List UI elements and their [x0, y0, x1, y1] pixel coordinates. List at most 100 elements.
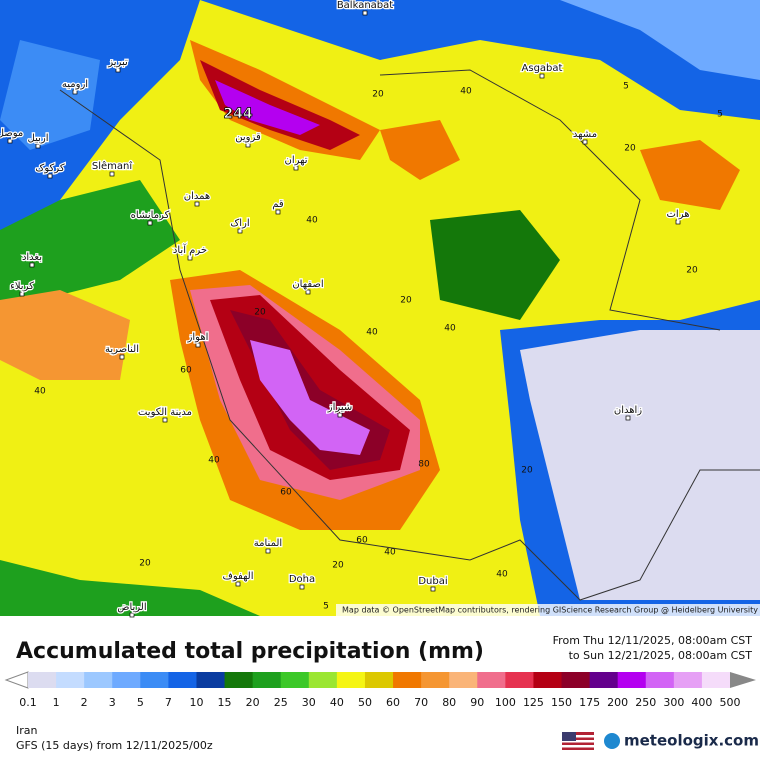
city-dot — [293, 165, 299, 171]
city-dot — [109, 171, 115, 177]
legend-tick-label: 7 — [165, 696, 172, 709]
legend-tick-label: 175 — [579, 696, 600, 709]
city-dot — [147, 220, 153, 226]
contour-label: 40 — [208, 456, 220, 466]
city-dot — [582, 139, 588, 145]
city-dot — [430, 586, 436, 592]
legend-tick-label: 5 — [137, 696, 144, 709]
rain-area — [215, 80, 320, 135]
legend-tick-label: 90 — [470, 696, 484, 709]
city-dot — [237, 228, 243, 234]
rain-area — [200, 0, 760, 120]
legend-tick-label: 500 — [720, 696, 741, 709]
city-dot — [539, 73, 545, 79]
contour-label: 5 — [623, 82, 629, 92]
contour-label: 5 — [717, 110, 723, 120]
city-label: تبریز — [107, 57, 128, 68]
city-label: زاهدان — [614, 405, 642, 416]
legend-tick-label: 125 — [523, 696, 544, 709]
city-label: موصل — [0, 128, 23, 139]
legend-swatch — [533, 672, 563, 688]
legend-tick-label: 30 — [302, 696, 316, 709]
legend-swatch — [28, 672, 57, 688]
region: Iran — [16, 724, 38, 737]
rain-area — [0, 290, 130, 380]
contour-label: 40 — [444, 324, 456, 334]
city-dot — [337, 412, 343, 418]
legend-swatch — [196, 672, 226, 688]
legend-tick-label: 3 — [109, 696, 116, 709]
city-label: اهواز — [187, 332, 209, 343]
legend-tick-label: 300 — [663, 696, 684, 709]
legend-tick-label: 200 — [607, 696, 628, 709]
rain-area — [0, 180, 180, 300]
contour-label: 20 — [624, 144, 636, 154]
legend-swatch — [56, 672, 85, 688]
legend-swatch — [112, 672, 141, 688]
legend-tick-label: 50 — [358, 696, 372, 709]
legend-swatch — [393, 672, 422, 688]
legend-tick-label: 60 — [386, 696, 400, 709]
city-dot — [265, 548, 271, 554]
legend-swatch — [336, 672, 366, 688]
city-label: Asgabat — [522, 63, 563, 74]
city-label: قزوین — [235, 132, 261, 143]
city-dot — [29, 262, 35, 268]
rain-area — [200, 60, 360, 150]
legend-swatch — [280, 672, 310, 688]
contour-label: 80 — [418, 460, 430, 470]
contour-label: 20 — [139, 559, 151, 569]
city-dot — [625, 415, 631, 421]
rain-area — [430, 210, 560, 320]
contour-label: 20 — [254, 308, 266, 318]
legend-tick-label: 10 — [189, 696, 203, 709]
city-label: الهفوف — [222, 571, 253, 582]
contour-label: 20 — [686, 266, 698, 276]
attribution-bg — [336, 604, 760, 616]
city-dot — [187, 255, 193, 261]
legend-tick-label: 400 — [691, 696, 712, 709]
contour-label: 40 — [306, 216, 318, 226]
rain-area — [640, 140, 740, 210]
city-label: Doha — [289, 574, 315, 585]
city-label: کرکوک — [35, 163, 64, 174]
border — [379, 69, 721, 331]
contour-label: 40 — [496, 570, 508, 580]
legend-arrow-right — [730, 672, 756, 688]
brand-logo — [604, 733, 620, 749]
attribution: Map data © OpenStreetMap contributors, r… — [342, 606, 758, 615]
legend-tick-label: 0.1 — [19, 696, 37, 709]
contour-label: 5 — [323, 602, 329, 612]
legend-swatch — [673, 672, 703, 688]
model-run: GFS (15 days) from 12/11/2025/00z — [16, 739, 213, 752]
city-label: اصفهان — [292, 279, 323, 290]
city-dot — [235, 581, 241, 587]
city-dot — [47, 173, 53, 179]
legend-swatch — [252, 672, 282, 688]
city-label: کربلاء — [10, 281, 34, 292]
legend-title: Accumulated total precipitation (mm) — [16, 639, 484, 664]
city-label: الناصرية — [105, 344, 139, 355]
city-dot — [7, 138, 13, 144]
city-dot — [195, 342, 201, 348]
contour-label: 40 — [460, 87, 472, 97]
legend-tick-label: 100 — [495, 696, 516, 709]
contour-label: 60 — [180, 366, 192, 376]
city-dot — [194, 201, 200, 207]
legend-tick-label: 1 — [53, 696, 60, 709]
city-label: کرمانشاه — [131, 210, 170, 221]
city-dot — [35, 143, 41, 149]
legend-swatch — [477, 672, 506, 688]
legend-swatch — [701, 672, 731, 688]
legend-swatch — [449, 672, 478, 688]
contour-label: 60 — [356, 536, 368, 546]
city-dot — [299, 584, 305, 590]
border — [59, 89, 760, 601]
city-label: Balkanabat — [337, 0, 393, 11]
city-label: Dubai — [418, 576, 447, 587]
city-dot — [119, 354, 125, 360]
rain-area — [380, 120, 460, 180]
contour-label: 60 — [280, 488, 292, 498]
legend-tick-label: 15 — [218, 696, 232, 709]
